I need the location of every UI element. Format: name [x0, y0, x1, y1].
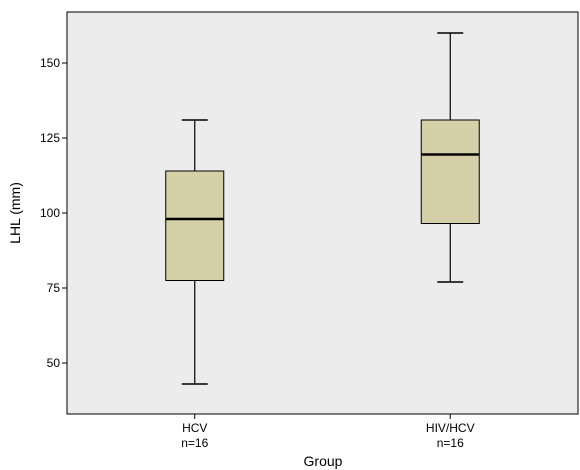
boxes: [165, 32, 480, 385]
iqr-box: [165, 170, 225, 281]
plot-area: [66, 11, 579, 415]
x-tick-label-1: HIV/HCV: [426, 421, 475, 435]
x-tick-n-label-0: n=16: [181, 436, 208, 450]
y-axis-title: LHL (mm): [7, 182, 23, 244]
y-tick-label-100: 100: [40, 206, 60, 220]
y-tick-label-50: 50: [47, 356, 61, 370]
iqr-box: [420, 119, 480, 224]
x-tick-n-label-1: n=16: [437, 436, 464, 450]
y-tick-label-125: 125: [40, 131, 60, 145]
x-tick-label-0: HCV: [182, 421, 207, 435]
x-axis-title: Group: [304, 453, 343, 469]
box-0: [165, 119, 225, 385]
y-axis: 50 75 100 125 150: [40, 56, 67, 370]
box-1: [420, 32, 480, 283]
y-tick-label-75: 75: [47, 281, 61, 295]
y-tick-label-150: 150: [40, 56, 60, 70]
